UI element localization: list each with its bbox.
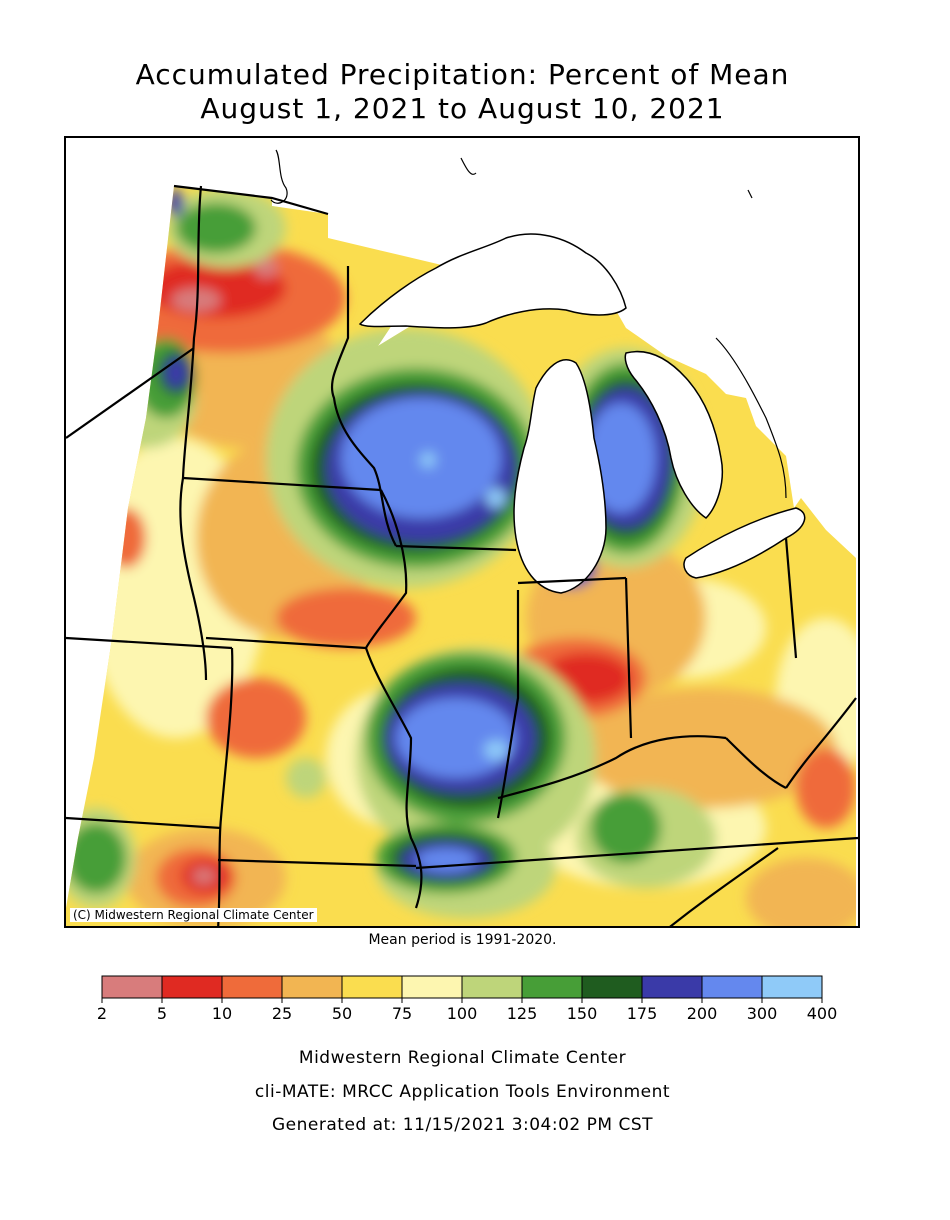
map-date-range: August 1, 2021 to August 10, 2021 [200, 92, 725, 125]
mi-in-oh-border [517, 576, 627, 585]
in-oh-border [624, 577, 633, 739]
legend-swatch [461, 975, 523, 999]
mo-il-border [364, 647, 423, 909]
mn-wi-border [330, 266, 397, 547]
wi-il-border [395, 544, 517, 552]
legend-swatch [401, 975, 463, 999]
legend-swatch [761, 975, 823, 999]
legend-swatch [521, 975, 583, 999]
legend-label: 2 [96, 1004, 108, 1023]
map-title: Accumulated Precipitation: Percent of Me… [135, 58, 790, 91]
lake-superior [358, 233, 627, 329]
precipitation-map [64, 136, 860, 928]
ks-mo-border [217, 647, 234, 926]
legend-swatch [641, 975, 703, 999]
ne-ks-border [66, 636, 233, 650]
in-ky-border [497, 735, 727, 800]
legend-label: 300 [746, 1004, 778, 1023]
ia-il-border [365, 489, 408, 649]
legend-label: 100 [446, 1004, 478, 1023]
legend-label: 75 [391, 1004, 413, 1023]
legend-swatch [581, 975, 643, 999]
legend-label: 10 [211, 1004, 233, 1023]
va-border [669, 847, 779, 926]
legend-label: 200 [686, 1004, 718, 1023]
legend-label: 175 [626, 1004, 658, 1023]
il-in-border [496, 590, 520, 819]
mo-ar-border [217, 858, 417, 868]
footer-application: cli-MATE: MRCC Application Tools Environ… [254, 1082, 671, 1102]
wv-border [785, 697, 857, 789]
legend-label: 400 [806, 1004, 838, 1023]
mean-period-note: Mean period is 1991-2020. [368, 932, 557, 948]
legend-label: 150 [566, 1004, 598, 1023]
mn-ia-border [182, 476, 382, 492]
copyright-notice: (C) Midwestern Regional Climate Center [70, 908, 317, 922]
ia-mo-border [205, 636, 367, 650]
legend-swatch [281, 975, 343, 999]
map-canvas [66, 149, 858, 926]
color-legend [101, 975, 823, 1003]
ok-border [66, 816, 222, 830]
footer-organization: Midwestern Regional Climate Center [298, 1048, 627, 1068]
legend-label: 125 [506, 1004, 538, 1023]
dakota-border [66, 347, 195, 439]
mn-west-border [181, 185, 203, 479]
legend-label: 25 [271, 1004, 293, 1023]
legend-label: 50 [331, 1004, 353, 1023]
state-boundaries [66, 184, 858, 926]
ky-tn-border [415, 836, 858, 870]
legend-swatch [341, 975, 403, 999]
ia-west-border [179, 477, 208, 681]
mn-canada-border [173, 184, 329, 216]
legend-swatch [101, 975, 163, 999]
lake-huron [624, 350, 724, 519]
legend-swatch [161, 975, 223, 999]
legend-swatch [221, 975, 283, 999]
great-lakes [358, 233, 806, 594]
oh-ky-border [725, 737, 787, 789]
lake-michigan [513, 359, 607, 594]
legend-label: 5 [156, 1004, 168, 1023]
oh-east-border [784, 537, 798, 659]
footer-generated-time: Generated at: 11/15/2021 3:04:02 PM CST [272, 1115, 653, 1135]
lake-erie [683, 507, 806, 579]
coastline-details [270, 149, 787, 499]
legend-swatch [701, 975, 763, 999]
